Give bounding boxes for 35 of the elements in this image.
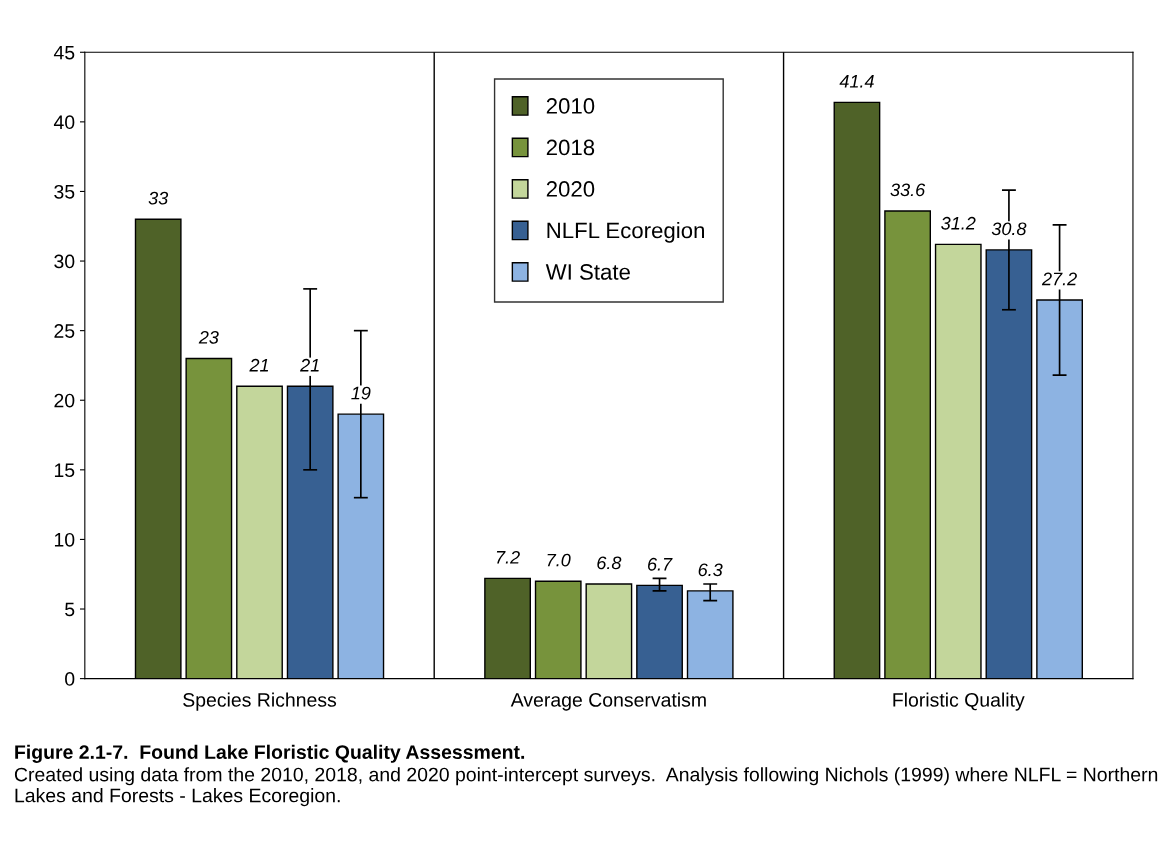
legend-label: 2020 bbox=[546, 181, 595, 197]
legend-label: NLFL Ecoregion bbox=[547, 222, 704, 243]
y-tick-label: 40 bbox=[53, 115, 75, 130]
y-tick-label: 20 bbox=[54, 393, 75, 408]
data-label: 7.2 bbox=[496, 550, 520, 564]
text: Figure 2.1-7. Found Lake Floristic Quality Assessment. bbox=[15, 744, 525, 763]
data-label: 30.8 bbox=[991, 222, 1027, 236]
data-label: 23 bbox=[198, 330, 219, 344]
y-tick-label: 25 bbox=[54, 324, 75, 338]
y-tick-label: 15 bbox=[54, 463, 75, 478]
x-tick-label: Species Richness bbox=[183, 692, 337, 711]
data-label: 6.7 bbox=[648, 557, 673, 571]
y-tick-label: 10 bbox=[54, 532, 75, 547]
data-label: 31.2 bbox=[941, 216, 976, 230]
x-tick-label: Floristic Quality bbox=[893, 692, 1025, 711]
y-tick-label: 35 bbox=[54, 184, 75, 199]
legend-label: 2018 bbox=[546, 139, 595, 156]
data-label: 6.3 bbox=[698, 563, 723, 577]
y-tick-label: 45 bbox=[53, 45, 75, 60]
data-label: 21 bbox=[249, 358, 269, 372]
data-label: 6.8 bbox=[597, 556, 622, 570]
legend-label: WI State bbox=[545, 264, 630, 280]
x-tick-label: Average Conservatism bbox=[510, 692, 706, 711]
data-label: 19 bbox=[351, 386, 371, 400]
data-label: 7.0 bbox=[547, 553, 571, 567]
data-label: 33 bbox=[148, 191, 169, 205]
data-label: 33.6 bbox=[890, 183, 926, 197]
legend-label: 2010 bbox=[546, 98, 595, 114]
data-label: 21 bbox=[300, 358, 319, 372]
text: Created using data from the 2010, 2018, and 2020 point-intercept surveys. Analysis following Nichols (1999) where NLFL = Northern Lakes and Forests - Lakes Ecoregion. bbox=[14, 767, 1158, 807]
data-label: 41.4 bbox=[839, 75, 874, 88]
y-tick-label: 5 bbox=[65, 602, 75, 617]
y-tick-label: 0 bbox=[65, 672, 75, 686]
data-label: 27.2 bbox=[1041, 272, 1077, 286]
y-tick-label: 30 bbox=[54, 254, 75, 269]
